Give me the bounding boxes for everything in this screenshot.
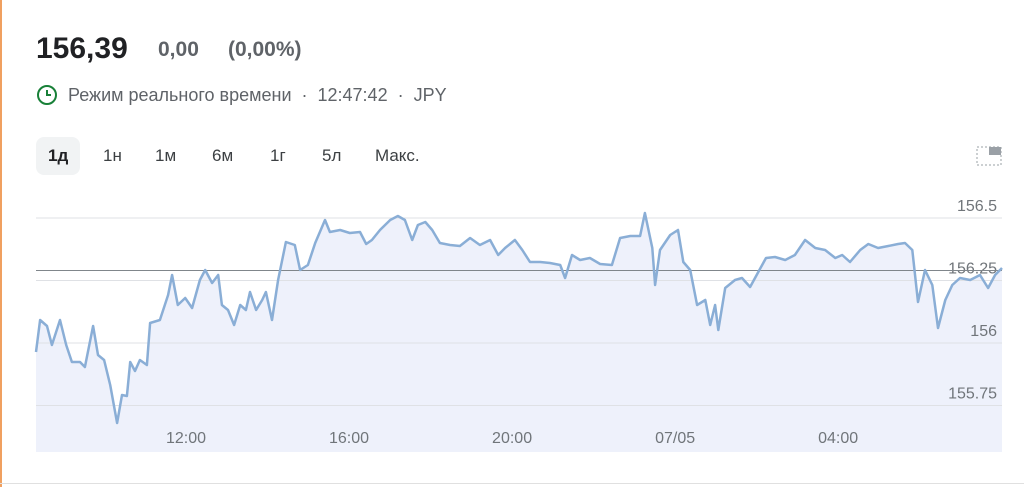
x-tick-label: 20:00: [492, 430, 532, 447]
price-line: [34, 211, 1003, 425]
x-tick-label: 07/05: [655, 430, 695, 447]
separator: ·: [301, 84, 308, 105]
y-tick-label: 156.25: [948, 261, 997, 278]
area: [36, 213, 1002, 452]
range-tab[interactable]: 6м: [212, 146, 234, 165]
y-tick-label: 155.75: [948, 386, 997, 403]
separator: ·: [397, 84, 404, 105]
change-pct: (0,00%): [228, 38, 302, 61]
currency: JPY: [413, 84, 447, 105]
y-tick-label: 156.5: [957, 198, 997, 215]
status-row: Режим реального времени · 12:47:42 · JPY: [36, 84, 447, 106]
range-tab[interactable]: Макс.: [375, 146, 420, 165]
change: 0,00: [158, 38, 199, 61]
clock-icon: [37, 85, 57, 105]
price: 156,39: [36, 32, 128, 65]
range-tab[interactable]: 5л: [322, 146, 342, 165]
edge: [0, 0, 2, 487]
range-tab[interactable]: 1г: [270, 146, 286, 165]
x-tick-label: 12:00: [166, 430, 206, 447]
status: Режим реального времени: [68, 84, 292, 105]
x-tick-label: 04:00: [818, 430, 858, 447]
expand-icon[interactable]: [975, 144, 1003, 168]
range-tab[interactable]: 1м: [155, 146, 177, 165]
time: 12:47:42: [317, 84, 388, 105]
y-tick-label: 156: [970, 323, 997, 340]
chart: 156.5 156.25 156 155.75 12:00 16:00 20:00 07/05…: [34, 198, 1003, 452]
divider: [0, 483, 1024, 484]
x-tick-label: 16:00: [329, 430, 369, 447]
range-tab[interactable]: 1д: [36, 137, 81, 175]
range-tab[interactable]: 1н: [103, 146, 122, 165]
